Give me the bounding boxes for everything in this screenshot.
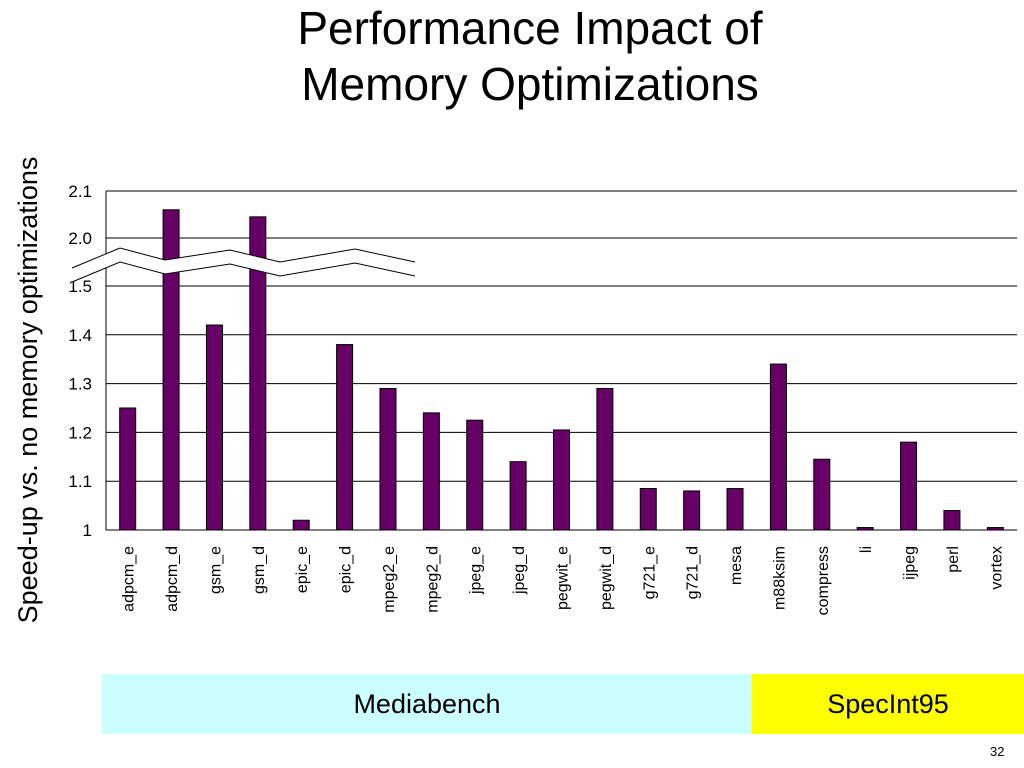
bar-pegwit_e (553, 429, 570, 531)
bar-gsm_e (205, 324, 223, 531)
slide-title: Performance Impact of Memory Optimizatio… (180, 0, 880, 112)
bar-jpeg_e (466, 419, 484, 531)
y-tick-label: 1.2 (68, 423, 92, 442)
bar-epic_d (336, 344, 354, 531)
bar-mesa (726, 488, 744, 531)
title-line-2: Memory Optimizations (301, 58, 759, 110)
bar-g721_e (639, 488, 657, 531)
x-tick-label: mpeg2_e (381, 546, 398, 613)
x-tick-label: pegwit_d (598, 546, 615, 610)
x-tick-label: mesa (728, 546, 745, 585)
page-number: 32 (990, 744, 1005, 759)
x-tick-label: perl (945, 546, 962, 573)
bar-mpeg2_e (379, 387, 397, 531)
bar-jpeg_d (509, 461, 527, 531)
x-tick-label: jpeg_e (468, 546, 485, 595)
y-tick-label: 1.5 (68, 277, 92, 296)
x-tick-label: g721_e (641, 546, 658, 599)
axis-break-line-upper (71, 247, 416, 269)
bar-pegwit_d (596, 387, 614, 531)
x-tick-label: adpcm_d (164, 546, 181, 612)
x-tick-label: jpeg_d (511, 546, 528, 595)
x-tick-label: li (858, 546, 875, 553)
x-tick-label: gsm_e (207, 546, 224, 594)
group-label-mediabench: Mediabench (102, 674, 752, 734)
axis-break-band (72, 248, 415, 282)
bar-gsm_d (249, 216, 267, 531)
title-line-1: Performance Impact of (297, 2, 763, 54)
y-tick-label: 2.1 (68, 182, 92, 201)
y-tick-label: 1 (83, 521, 92, 540)
group-label-specint95: SpecInt95 (752, 674, 1024, 734)
bar-adpcm_e (119, 407, 137, 531)
x-tick-label: mpeg2_d (424, 546, 441, 613)
x-tick-label: vortex (988, 546, 1005, 590)
bar-m88ksim (769, 363, 787, 531)
y-tick-label: 1.3 (68, 375, 92, 394)
x-tick-label: g721_d (685, 546, 702, 599)
bar-chart: 1 1.1 1.2 1.3 1.4 1.5 2.0 2.1 adpcm_e adpcm_d gsm_… (68, 182, 1017, 615)
x-tick-label: epic_d (338, 546, 355, 593)
x-tick-label: compress (815, 546, 832, 615)
y-tick-label: 1.4 (68, 326, 92, 345)
bar-perl (943, 509, 961, 531)
x-tick-label: gsm_d (251, 546, 268, 594)
y-tick-label: 2.0 (68, 229, 92, 248)
axis-break-line-lower (71, 261, 416, 283)
x-tick-label: ijpeg (902, 546, 919, 580)
bar-adpcm_d (162, 209, 180, 531)
x-tick-label: pegwit_e (555, 546, 572, 610)
bar-epic_e (292, 519, 310, 531)
x-tick-label: epic_e (294, 546, 311, 593)
bar-compress (813, 458, 831, 531)
bar-vortex (986, 527, 1004, 531)
bar-li (856, 527, 874, 531)
bar-g721_d (683, 490, 701, 531)
x-tick-label: m88ksim (771, 546, 788, 610)
bar-mpeg2_d (422, 412, 440, 531)
bar-ijpeg (900, 441, 918, 531)
x-tick-label: adpcm_e (121, 546, 138, 612)
y-tick-label: 1.1 (68, 472, 92, 491)
